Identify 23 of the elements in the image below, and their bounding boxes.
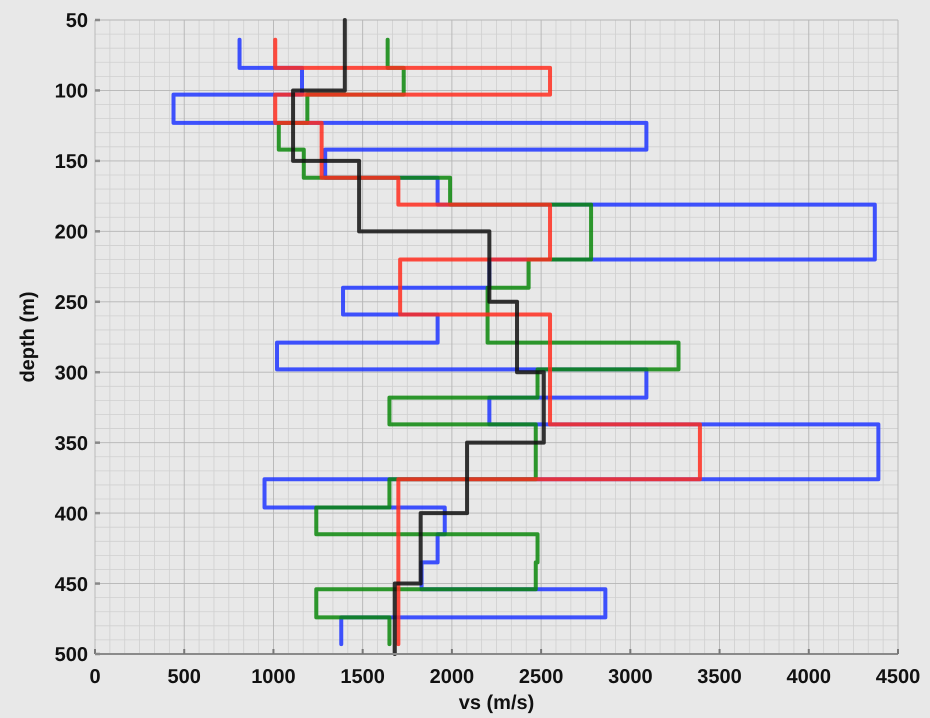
x-tick-label: 4000 <box>786 666 832 688</box>
line-series <box>291 18 546 656</box>
y-tick-label: 250 <box>54 292 88 314</box>
x-tick-label: 500 <box>168 666 201 688</box>
y-tick-label: 500 <box>54 644 88 666</box>
y-tick-label: 400 <box>54 503 88 526</box>
x-tick-label: 1000 <box>251 666 296 688</box>
y-tick-label: 350 <box>54 432 88 455</box>
y-tick-label: 200 <box>54 222 88 244</box>
y-tick-label: 50 <box>66 10 88 32</box>
x-tick-label: 4500 <box>876 666 920 688</box>
y-tick-label: 150 <box>54 151 88 174</box>
x-tick-label: 2500 <box>518 666 564 688</box>
x-tick-label: 3500 <box>697 666 742 688</box>
y-tick-label: 300 <box>54 362 88 384</box>
x-tick-label: 0 <box>89 666 101 688</box>
x-tick-label: 2000 <box>430 666 474 688</box>
y-tick-label: 450 <box>54 574 88 596</box>
x-tick-label: 3000 <box>608 666 653 688</box>
y-tick-label: 100 <box>54 80 88 103</box>
x-tick-label: 1500 <box>340 666 385 688</box>
x-axis-title: vs (m/s) <box>458 692 534 714</box>
y-axis-title: depth (m) <box>17 291 39 383</box>
